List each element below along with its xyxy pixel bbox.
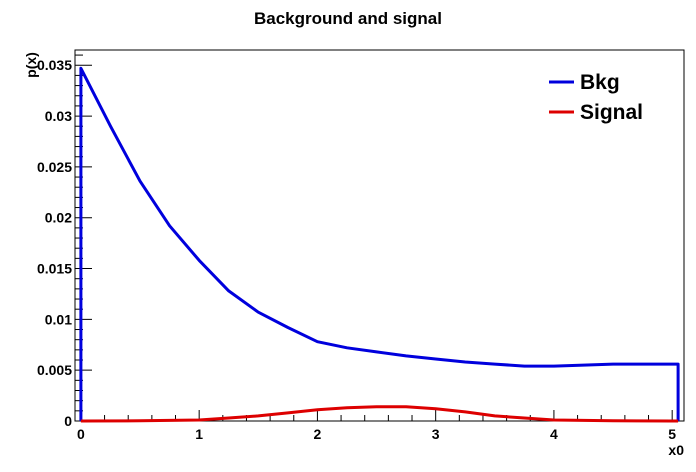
series-line-bkg (79, 66, 680, 421)
x-tick-label: 1 (195, 426, 203, 442)
y-tick-label: 0.015 (37, 261, 72, 277)
chart-title: Background and signal (254, 9, 442, 28)
plot-frame (74, 49, 685, 422)
x-axis-label: x0 (668, 442, 684, 458)
legend: Bkg Signal (549, 71, 643, 124)
x-tick-label: 0 (77, 426, 85, 442)
y-tick-label: 0 (64, 413, 72, 429)
y-tick-label: 0.035 (37, 57, 72, 73)
y-tick-label: 0.01 (45, 311, 72, 327)
legend-label-bkg: Bkg (580, 71, 620, 94)
y-tick-label: 0.005 (37, 362, 72, 378)
x-tick-label: 4 (550, 426, 558, 442)
x-tick-label: 2 (314, 426, 322, 442)
y-tick-label: 0.025 (37, 159, 72, 175)
x-tick-label: 3 (432, 426, 440, 442)
y-tick-label: 0.03 (45, 108, 72, 124)
series-lines (79, 66, 680, 423)
y-axis-label: p(x) (23, 52, 39, 78)
legend-label-signal: Signal (580, 101, 643, 124)
x-tick-label: 5 (668, 426, 676, 442)
series-line-signal (80, 405, 679, 423)
y-tick-label: 0.02 (45, 210, 72, 226)
